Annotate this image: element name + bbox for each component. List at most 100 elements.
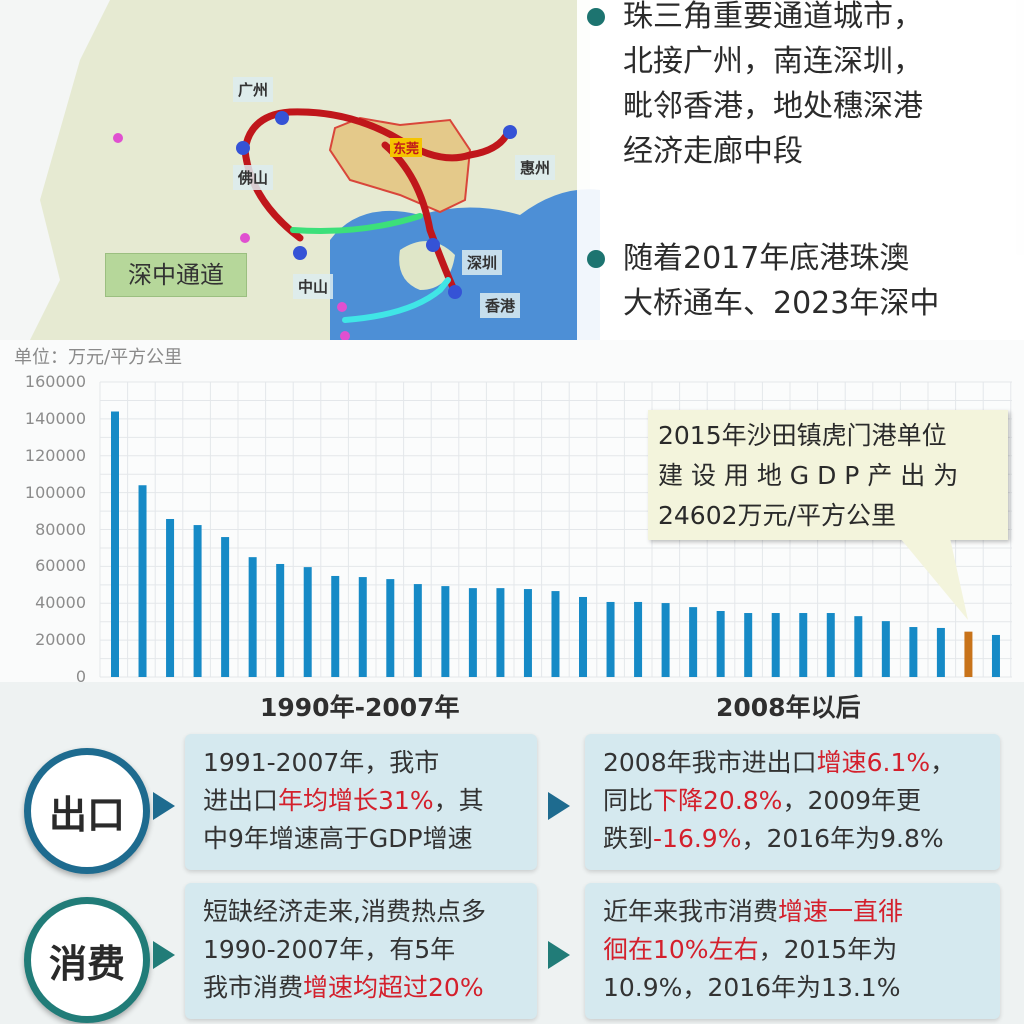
text-segment: ，2015年为 (758, 935, 898, 964)
bar (468, 588, 477, 677)
category-badge: 消费 (24, 897, 150, 1023)
text-segment: 跌到 (603, 824, 654, 853)
bar (413, 584, 422, 677)
y-tick-label: 140000 (24, 408, 86, 428)
shenzhong-channel-callout: 深中通道 (105, 253, 247, 297)
bar (331, 575, 340, 677)
text-segment: 短缺经济走来,消费热点多 (203, 897, 486, 926)
y-tick-label: 60000 (35, 556, 86, 576)
bar (496, 588, 505, 677)
annotation-callout: 2015年沙田镇虎门港单位 建 设 用 地 G D P 产 出 为 24602万… (648, 410, 1008, 540)
text-segment: 我市消费 (203, 973, 304, 1002)
comparison-section: 1990年-2007年 2008年以后 出口 1991-2007年，我市 进出口年均… (0, 682, 1024, 1024)
bullet-dot-icon (587, 250, 605, 268)
bar (138, 485, 147, 677)
highlight-text: 下降20.8% (653, 786, 783, 815)
bar (909, 627, 918, 677)
y-axis-unit-label: 单位：万元/平方公里 (14, 347, 183, 368)
bar (579, 596, 588, 677)
bar (661, 603, 670, 677)
annotation-line: 24602万元/平方公里 (658, 501, 896, 530)
text-line: 短缺经济走来,消费热点多 (203, 893, 537, 931)
y-tick-label: 120000 (24, 445, 86, 465)
bar-highlight (964, 631, 973, 677)
y-tick-label: 20000 (35, 630, 86, 650)
y-tick-label: 0 (75, 667, 86, 686)
bar (991, 634, 1000, 677)
text-line: 进出口年均增长31%，其 (203, 782, 537, 820)
bar (111, 411, 119, 677)
bar (744, 613, 753, 677)
city-label-zhongshan: 中山 (293, 274, 334, 299)
highlight-text: -16.9% (653, 824, 742, 853)
bullet-line: 经济走廊中段 (623, 134, 803, 169)
highlight-text: 徊在10%左右 (603, 935, 759, 964)
annotation-line: 建 设 用 地 G D P 产 出 为 (658, 461, 959, 490)
text-segment: ， (930, 748, 956, 777)
text-box-after: 近年来我市消费增速一直徘徊在10%左右，2015年为 10.9%，2016年为13… (585, 883, 1000, 1019)
bar (551, 591, 560, 677)
highlight-text: 增速均超过20% (303, 973, 484, 1002)
text-segment: ，其 (433, 786, 484, 815)
city-label-foshan: 佛山 (233, 165, 274, 190)
bullet-dot-icon (587, 8, 605, 26)
route-hzm-bridge (342, 277, 451, 323)
bullet-line: 大桥通车、2023年深中 (623, 286, 940, 321)
bar (221, 537, 230, 677)
highlight-text: 年均增长31% (278, 786, 434, 815)
arrow-right-icon (153, 941, 175, 969)
route-shenzhong (290, 213, 423, 234)
text-box-before: 短缺经济走来,消费热点多 1990-2007年，有5年 我市消费增速均超过20% (185, 883, 537, 1019)
bar (386, 579, 395, 677)
text-segment: 中9年增速高于GDP增速 (203, 824, 473, 853)
text-segment: ，2009年更 (782, 786, 922, 815)
text-segment: 2008年我市进出口 (603, 748, 817, 777)
text-line: 同比下降20.8%，2009年更 (603, 782, 1000, 820)
bar (881, 621, 890, 677)
intro-text-panel: 珠三角重要通道城市， 北接广州，南连深圳， 毗邻香港，地处穗深港 经济走廊中段 … (577, 0, 1024, 340)
city-label-dongguan: 东莞 (390, 138, 423, 157)
city-label-hongkong: 香港 (480, 293, 521, 318)
text-line: 1991-2007年，我市 (203, 744, 537, 782)
city-label-huizhou: 惠州 (515, 155, 556, 180)
y-tick-label: 160000 (24, 372, 86, 391)
bar (716, 610, 725, 677)
text-box-before: 1991-2007年，我市 进出口年均增长31%，其 中9年增速高于GDP增速 (185, 734, 537, 870)
bar (193, 525, 202, 677)
text-segment: 进出口 (203, 786, 279, 815)
y-tick-label: 80000 (35, 519, 86, 539)
bar (606, 601, 615, 677)
bullet-line: 北接广州，南连深圳， (623, 44, 923, 79)
bullet-line: 随着2017年底港珠澳 (623, 241, 910, 276)
arrow-right-icon (153, 792, 175, 820)
text-segment: 10.9%，2016年为13.1% (603, 973, 901, 1002)
bullet-line: 珠三角重要通道城市， (623, 0, 923, 34)
text-line: 近年来我市消费增速一直徘 (603, 893, 1000, 931)
bullet-item: 珠三角重要通道城市， 北接广州，南连深圳， 毗邻香港，地处穗深港 经济走廊中段 (587, 0, 923, 174)
bar (936, 627, 945, 677)
bullet-item: 随着2017年底港珠澳 大桥通车、2023年深中 (587, 236, 939, 326)
bar (689, 607, 698, 677)
text-line: 跌到-16.9%，2016年为9.8% (603, 820, 1000, 858)
bar (634, 601, 643, 677)
period-header-before: 1990年-2007年 (260, 693, 460, 722)
bar (166, 518, 175, 677)
city-label-guangzhou: 广州 (233, 77, 274, 102)
bar (826, 613, 835, 677)
bullet-line: 毗邻香港，地处穗深港 (623, 89, 923, 124)
text-line: 2008年我市进出口增速6.1%， (603, 744, 1000, 782)
category-badge: 出口 (24, 748, 150, 874)
text-box-after: 2008年我市进出口增速6.1%， 同比下降20.8%，2009年更 跌到-16.9… (585, 734, 1000, 870)
text-segment: 近年来我市消费 (603, 897, 779, 926)
highlight-text: 增速6.1% (816, 748, 931, 777)
bar (854, 616, 863, 677)
text-segment: 1991-2007年，我市 (203, 748, 440, 777)
bar (523, 589, 532, 677)
route-south (381, 141, 459, 296)
period-header-after: 2008年以后 (716, 693, 861, 722)
text-line: 1990-2007年，有5年 (203, 931, 537, 969)
bar (303, 567, 312, 677)
arrow-right-icon (548, 941, 570, 969)
city-label-shenzhen: 深圳 (462, 250, 503, 275)
text-segment: 1990-2007年，有5年 (203, 935, 456, 964)
